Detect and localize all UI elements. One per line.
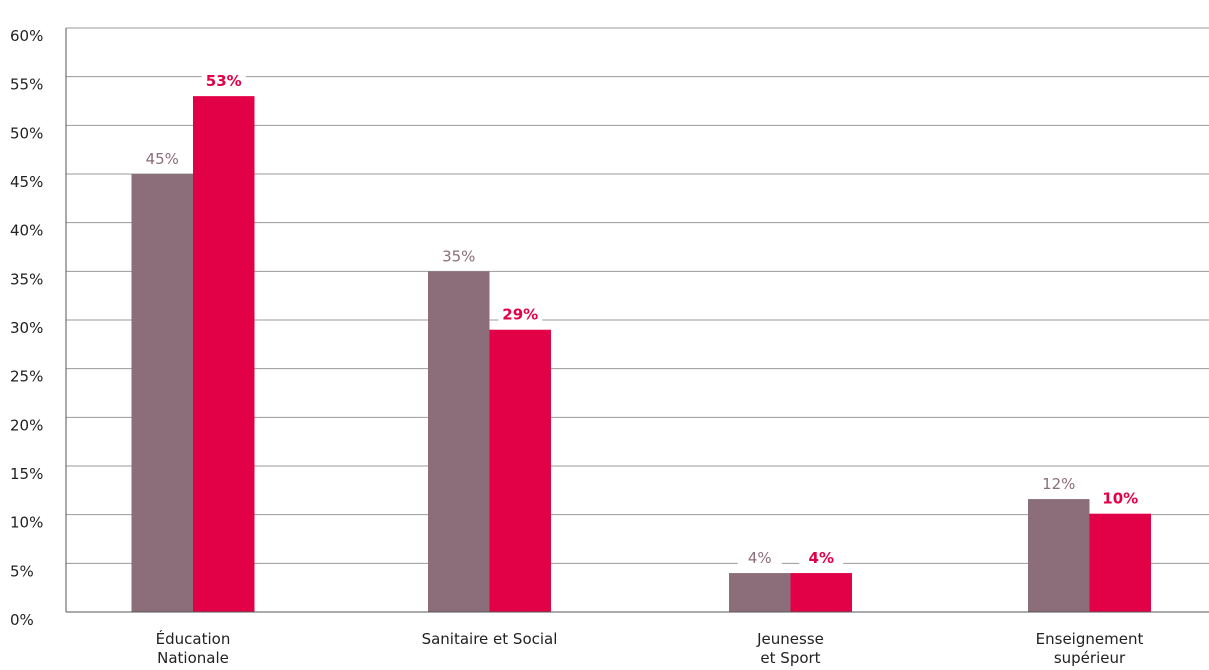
y-tick-label: 25%	[10, 368, 43, 386]
category-label-3: Jeunesse et Sport	[756, 630, 824, 667]
data-label-background	[1098, 488, 1143, 509]
y-tick-label: 40%	[10, 222, 43, 240]
bar-series1-2	[428, 271, 490, 612]
y-tick-label: 55%	[10, 76, 43, 94]
data-label-series1-2: 35%	[442, 247, 475, 265]
bar-series2-3	[790, 573, 852, 612]
y-axis-ticks: 0% 5% 10% 15% 20% 25% 30% 35% 40% 45% 50% 55% 60%	[10, 27, 43, 629]
category-label-1: Éducation Nationale	[156, 629, 231, 667]
grid-lines	[66, 27, 1209, 564]
data-label-series1-4: 12%	[1042, 475, 1075, 493]
bar-series1-3	[729, 573, 791, 612]
data-label-background	[1036, 474, 1081, 495]
bar-series2-1	[193, 96, 255, 613]
bar-series2-4	[1089, 513, 1151, 612]
y-tick-label: 0%	[10, 611, 34, 629]
category-label-line: Jeunesse	[756, 630, 824, 648]
bar-series1-1	[131, 174, 193, 612]
data-label-background	[140, 149, 185, 169]
x-axis-categories: Éducation Nationale Sanitaire et Social Jeu…	[156, 629, 1144, 667]
category-label-2: Sanitaire et Social	[422, 630, 558, 648]
y-tick-label: 60%	[10, 27, 43, 45]
data-label-series1-3: 4%	[748, 549, 772, 567]
y-tick-label: 50%	[10, 124, 43, 142]
category-label-line: Éducation	[156, 629, 231, 648]
y-tick-label: 10%	[10, 514, 43, 532]
y-tick-label: 5%	[10, 562, 34, 580]
y-tick-label: 45%	[10, 173, 43, 191]
data-label-background	[436, 246, 481, 267]
y-tick-label: 20%	[10, 416, 43, 434]
y-tick-label: 15%	[10, 465, 43, 483]
data-label-series2-4: 10%	[1102, 490, 1138, 508]
bars	[131, 96, 1151, 613]
data-label-series2-1: 53%	[206, 72, 242, 90]
data-label-background	[201, 71, 246, 92]
y-tick-label: 30%	[10, 319, 43, 337]
data-label-background	[737, 548, 782, 569]
bar-series1-4	[1028, 499, 1090, 612]
y-tick-label: 35%	[10, 270, 43, 288]
category-label-4: Enseignement supérieur	[1036, 630, 1144, 667]
category-label-line: Enseignement	[1036, 630, 1144, 648]
category-label-line: Nationale	[157, 649, 229, 667]
category-label-line: supérieur	[1054, 649, 1126, 667]
data-labels: 45% 53% 35% 29% 4% 4% 12% 10%	[140, 71, 1143, 569]
data-label-series2-3: 4%	[809, 549, 834, 567]
data-label-series1-1: 45%	[146, 150, 179, 168]
data-label-series2-2: 29%	[502, 306, 538, 324]
bar-series2-2	[489, 329, 551, 612]
data-label-background	[498, 304, 543, 325]
category-label-line: et Sport	[760, 649, 820, 667]
data-label-background	[799, 548, 844, 569]
category-label-line: Sanitaire et Social	[422, 630, 558, 648]
